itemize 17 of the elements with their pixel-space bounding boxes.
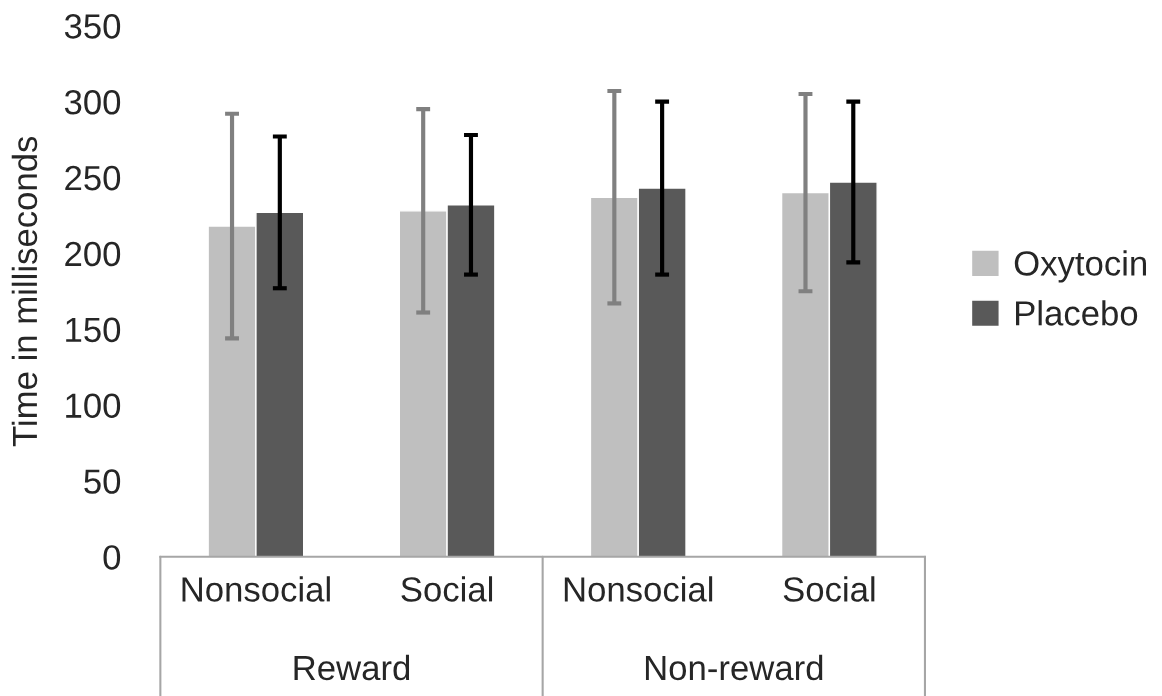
- x-tick-label: Social: [783, 576, 875, 602]
- y-tick-label: 50: [84, 469, 121, 494]
- legend-label: Placebo: [1016, 300, 1138, 326]
- text: Reward: [294, 654, 410, 681]
- y-axis-title: Time in milliseconds: [11, 136, 38, 447]
- x-tick-label: Social: [401, 576, 493, 602]
- y-tick-label: 150: [66, 317, 121, 343]
- y-tick-label: 200: [65, 241, 121, 267]
- y-tick-label: 300: [64, 89, 121, 115]
- y-tick-label: 250: [65, 165, 121, 191]
- y-tick-label: 350: [64, 14, 121, 39]
- y-tick-label: 100: [66, 393, 121, 418]
- legend-label: Oxytocin: [1014, 250, 1146, 283]
- x-tick-label: Nonsocial: [182, 576, 330, 602]
- x-tick-label: Nonsocial: [564, 576, 713, 602]
- y-tick-label: 0: [103, 545, 121, 570]
- text: Non-reward: [645, 654, 823, 681]
